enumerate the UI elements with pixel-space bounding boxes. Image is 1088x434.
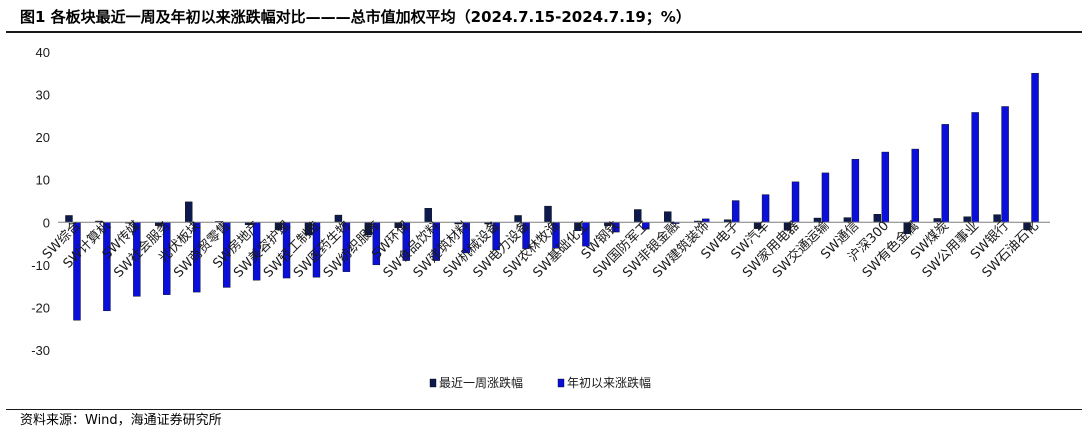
bar-ytd [971, 112, 979, 223]
legend-label-week: 最近一周涨跌幅 [439, 375, 523, 390]
bar-ytd [791, 181, 800, 223]
bar-ytd [1031, 73, 1039, 223]
title-divider [6, 31, 1082, 33]
y-tick-label: -10 [31, 258, 50, 273]
y-tick-label: 30 [36, 88, 50, 103]
bar-ytd [821, 172, 830, 223]
bar-ytd [881, 151, 890, 223]
bar-ytd [1001, 106, 1009, 223]
footer-divider [6, 409, 1082, 410]
y-tick-label: 40 [36, 45, 50, 60]
legend-label-ytd: 年初以来涨跌幅 [567, 375, 651, 390]
legend: 最近一周涨跌幅 年初以来涨跌幅 [429, 375, 651, 390]
bar-ytd [731, 200, 740, 223]
y-tick-label: -20 [31, 300, 50, 315]
bars-group [65, 73, 1039, 321]
bar-chart: 40 30 20 10 0 -10 -20 -30 SW综合SW计算机SW传媒SW社会服务光伏… [31, 45, 1050, 390]
source-note: 资料来源：Wind，海通证券研究所 [20, 413, 222, 428]
figure-title: 图1 各板块最近一周及年初以来涨跌幅对比———总市值加权平均（2024.7.15… [20, 8, 691, 26]
x-axis-labels: SW综合SW计算机SW传媒SW社会服务光伏板块SW商贸零售SW房地产SW美容护理… [40, 218, 1042, 281]
bar-ytd [911, 148, 919, 223]
legend-swatch-ytd [557, 378, 565, 388]
bar-ytd [941, 124, 949, 223]
y-tick-label: 20 [36, 130, 50, 145]
legend-swatch-week [429, 378, 437, 388]
y-tick-label: 10 [36, 173, 50, 188]
y-tick-label: 0 [43, 215, 50, 230]
bar-ytd [851, 159, 860, 223]
bar-ytd [761, 194, 770, 223]
y-tick-label: -30 [31, 343, 50, 358]
y-axis: 40 30 20 10 0 -10 -20 -30 [31, 45, 50, 358]
